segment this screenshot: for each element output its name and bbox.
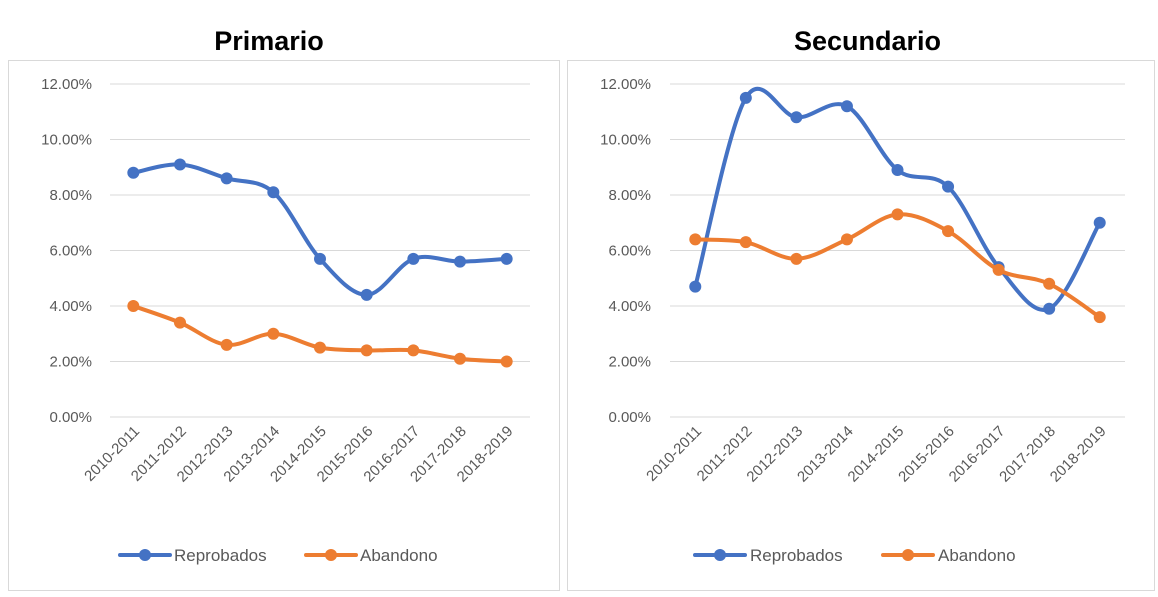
primario-point-abandono: [454, 352, 466, 365]
primario-point-reprobados: [360, 288, 373, 301]
primario-point-reprobados: [267, 186, 280, 199]
secundario-legend-label-reprobados: Reprobados: [750, 546, 843, 565]
secundario-y-tick-label: 10.00%: [600, 132, 651, 149]
secundario-point-abandono: [992, 263, 1005, 276]
primario-y-tick-label: 0.00%: [49, 409, 92, 426]
secundario-point-reprobados: [942, 180, 955, 193]
primario-point-reprobados: [220, 172, 233, 185]
secundario-point-reprobados: [739, 91, 752, 104]
secundario-point-reprobados: [891, 164, 904, 177]
primario-point-abandono: [174, 316, 186, 329]
primario-legend-label-abandono: Abandono: [360, 546, 438, 565]
secundario-point-reprobados: [689, 280, 702, 293]
secundario-point-reprobados: [1043, 302, 1056, 315]
primario-point-abandono: [314, 341, 326, 354]
primario-y-tick-label: 10.00%: [41, 132, 92, 149]
secundario-y-tick-label: 4.00%: [608, 298, 651, 315]
primario-point-reprobados: [454, 255, 466, 268]
secundario-y-tick-label: 6.00%: [608, 243, 651, 260]
chart-title-primario: Primario: [214, 26, 324, 56]
secundario-y-tick-label: 0.00%: [608, 409, 651, 426]
primario-point-abandono: [360, 344, 373, 357]
secundario-series-line-reprobados: [693, 86, 1102, 312]
secundario-legend-marker-abandono: [902, 549, 914, 561]
secundario-point-abandono: [739, 236, 752, 249]
secundario-point-reprobados: [840, 100, 853, 113]
primario-point-reprobados: [500, 252, 513, 265]
primario-point-reprobados: [314, 252, 326, 265]
primario-point-reprobados: [127, 166, 140, 179]
secundario-point-abandono: [840, 233, 853, 246]
secundario-point-abandono: [1043, 277, 1056, 290]
primario-legend-marker-abandono: [325, 549, 337, 561]
secundario-legend-marker-reprobados: [714, 549, 726, 561]
primario-point-abandono: [220, 338, 233, 351]
secundario-point-abandono: [942, 225, 955, 238]
secundario-point-abandono: [790, 252, 803, 265]
primario-y-tick-label: 8.00%: [49, 187, 92, 204]
primario-legend-marker-reprobados: [139, 549, 151, 561]
primario-point-abandono: [407, 344, 420, 357]
primario-y-tick-label: 4.00%: [49, 298, 92, 315]
chart-panel-primario: [8, 60, 560, 591]
secundario-series-line-abandono: [693, 212, 1102, 320]
primario-legend-label-reprobados: Reprobados: [174, 546, 267, 565]
primario-point-abandono: [127, 300, 140, 312]
chart-panel-secundario: [567, 60, 1155, 591]
primario-y-tick-label: 2.00%: [49, 354, 92, 371]
secundario-point-abandono: [891, 208, 904, 221]
secundario-point-abandono: [1093, 311, 1106, 324]
primario-point-reprobados: [407, 252, 420, 265]
secundario-y-tick-label: 12.00%: [600, 76, 651, 93]
primario-point-reprobados: [174, 158, 186, 171]
primario-point-abandono: [500, 355, 513, 368]
secundario-point-abandono: [689, 233, 702, 246]
secundario-legend-label-abandono: Abandono: [938, 546, 1016, 565]
secundario-y-tick-label: 2.00%: [608, 354, 651, 371]
primario-y-tick-label: 6.00%: [49, 243, 92, 260]
chart-title-secundario: Secundario: [793, 26, 942, 56]
primario-point-abandono: [267, 327, 280, 340]
secundario-y-tick-label: 8.00%: [608, 187, 651, 204]
secundario-point-reprobados: [790, 111, 803, 124]
primario-series-line-reprobados: [131, 162, 509, 297]
secundario-point-reprobados: [1093, 216, 1106, 229]
primario-y-tick-label: 12.00%: [41, 76, 92, 93]
